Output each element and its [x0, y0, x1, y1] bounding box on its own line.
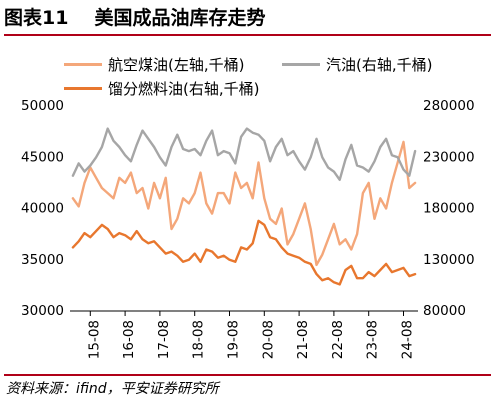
x-tick-label: 16-08 — [121, 320, 137, 359]
legend-jet-fuel: 航空煤油(左轴,千桶) — [64, 55, 244, 75]
series-line-distillate — [71, 219, 417, 286]
y-left-tick-label: 40000 — [21, 201, 64, 217]
figure-name: 美国成品油库存走势 — [94, 7, 266, 29]
series-line-jet-fuel — [71, 140, 417, 267]
x-tick-label: 23-08 — [365, 320, 381, 359]
y-right-tick-label: 180000 — [423, 201, 475, 217]
legend-swatch-jet-fuel — [64, 63, 102, 66]
x-tick-label: 20-08 — [260, 320, 276, 359]
y-right-tick-label: 280000 — [423, 98, 475, 114]
y-right-axis-ticks: 80000 130000 180000 230000 280000 — [423, 98, 475, 319]
legend-swatch-distillate — [64, 87, 102, 90]
x-tick-label: 19-08 — [226, 320, 242, 359]
x-tick-label: 22-08 — [330, 320, 346, 359]
x-axis-ticks: 15-08 16-08 17-08 18-08 19-08 20-08 21-08 22-08… — [86, 311, 416, 359]
legend-swatch-gasoline — [282, 63, 320, 66]
y-right-tick-label: 230000 — [423, 149, 475, 165]
x-tick-label: 15-08 — [86, 320, 102, 359]
x-tick-label: 21-08 — [295, 320, 311, 359]
y-left-axis-ticks: 30000 35000 40000 45000 50000 — [21, 98, 64, 319]
y-right-tick-label: 130000 — [423, 252, 475, 268]
x-tick-label: 24-08 — [400, 320, 416, 359]
footer-divider — [4, 374, 491, 376]
legend-label-jet-fuel: 航空煤油(左轴,千桶) — [108, 56, 245, 74]
y-right-tick-label: 80000 — [423, 303, 466, 319]
legend-distillate: 馏分燃料油(右轴,千桶) — [64, 79, 259, 99]
source-note: 资料来源：ifind，平安证券研究所 — [6, 381, 219, 397]
y-left-tick-label: 50000 — [21, 98, 64, 114]
y-left-tick-label: 30000 — [21, 303, 64, 319]
series-layer — [71, 127, 417, 286]
legend-label-distillate: 馏分燃料油(右轴,千桶) — [108, 80, 260, 98]
series-line-gasoline — [71, 127, 417, 181]
title-divider — [4, 34, 491, 36]
x-tick-label: 18-08 — [191, 320, 207, 359]
legend-label-gasoline: 汽油(右轴,千桶) — [326, 56, 433, 74]
y-left-tick-label: 35000 — [21, 252, 64, 268]
figure-title: 图表11 美国成品油库存走势 — [4, 3, 491, 33]
figure-number: 图表11 — [4, 7, 69, 29]
legend-gasoline: 汽油(右轴,千桶) — [282, 55, 432, 75]
y-left-tick-label: 45000 — [21, 149, 64, 165]
x-tick-label: 17-08 — [156, 320, 172, 359]
